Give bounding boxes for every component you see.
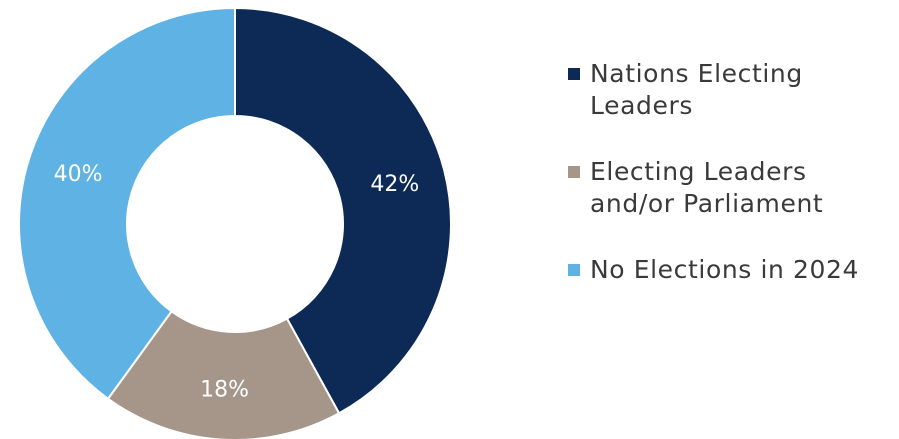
legend-swatch [568, 264, 580, 276]
legend-label: No Elections in 2024 [590, 255, 860, 284]
legend-item-electing-leaders-parliament: Electing Leaders and/or Parliament [568, 156, 888, 220]
legend-label: Electing Leaders and/or Parliament [590, 157, 824, 218]
donut-slices [18, 6, 452, 439]
donut-slice-0 [234, 6, 452, 415]
donut-labels: 42% 18% 40% [54, 162, 420, 403]
donut-slice-1 [106, 309, 341, 439]
chart-legend: Nations Electing Leaders Electing Leader… [568, 58, 888, 320]
legend-item-no-elections-2024: No Elections in 2024 [568, 254, 888, 286]
legend-swatch [568, 166, 580, 178]
legend-item-nations-electing-leaders: Nations Electing Leaders [568, 58, 888, 122]
slice-value-label: 42% [370, 172, 419, 197]
legend-swatch [568, 68, 580, 80]
donut-chart: 42% 18% 40% [18, 6, 452, 439]
donut-slice-2 [18, 6, 236, 401]
legend-label: Nations Electing Leaders [590, 59, 803, 120]
slice-value-label: 40% [54, 162, 103, 187]
slice-value-label: 18% [200, 378, 249, 403]
